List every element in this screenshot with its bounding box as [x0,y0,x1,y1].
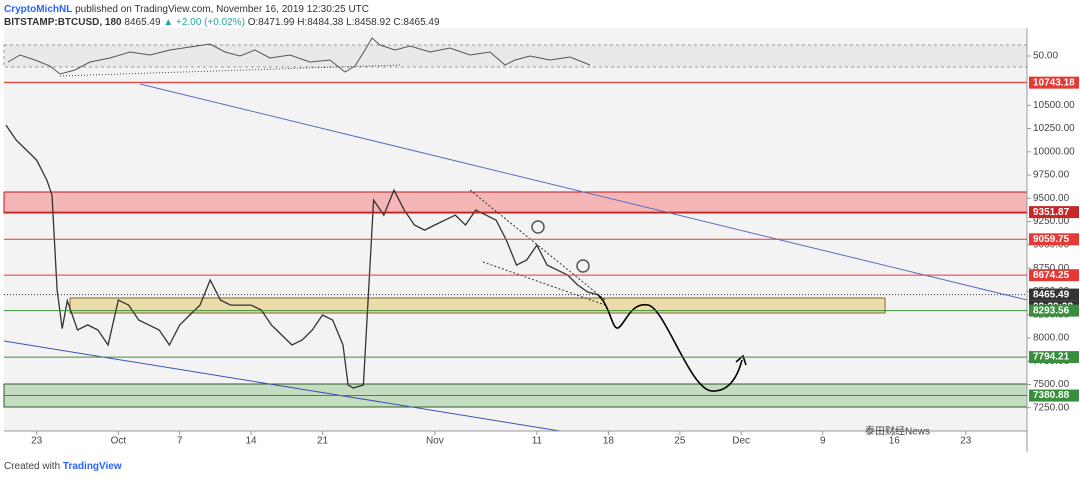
plot-area [4,28,1027,431]
wedge-line [469,189,606,301]
x-tick-label: Dec [732,436,750,447]
level-label-box [1029,76,1079,89]
brand: TradingView [63,461,122,472]
header-line: BITSTAMP:BTCUSD, 180 8465.49 ▲ +2.00 (+0… [4,17,440,28]
y-tick-label: 10250.00 [1033,123,1075,134]
y-tick-label: 9500.00 [1033,193,1070,204]
support-zone [69,297,886,314]
symbol: BITSTAMP:BTCUSD, 180 [4,17,122,28]
level-label-box [1029,206,1079,219]
y-tick-label: 9750.00 [1033,170,1070,181]
x-tick-label: 16 [889,436,901,447]
marker [531,220,545,234]
level-label-box [1029,233,1079,246]
y-tick-label: 8750.00 [1033,263,1070,274]
x-tick-label: 18 [603,436,615,447]
y-tick-label: 9250.00 [1033,216,1070,227]
y-tick-label: 10000.00 [1033,146,1075,157]
change: ▲ +2.00 (+0.02%) [163,17,245,28]
ohlc: O:8471.99 H:8484.38 L:8458.92 C:8465.49 [248,17,440,28]
level-label: 9059.75 [1033,234,1070,245]
x-tick-label: 23 [31,436,43,447]
rsi-line [7,37,591,75]
x-tick-label: Oct [111,436,127,447]
x-tick-label: 23 [960,436,972,447]
x-tick-label: 14 [246,436,258,447]
level-label-box [1029,389,1079,402]
trendline [3,340,561,432]
level-label: 8293.56 [1033,305,1070,316]
last: 8465.49 [124,17,161,28]
created: Created with [4,461,60,472]
x-tick-label: Nov [426,436,444,447]
level-label-box [1029,351,1079,364]
author: CryptoMichNL [4,4,72,15]
trendline [139,83,1028,301]
marker [576,259,590,273]
level-label-box [1029,304,1079,317]
footer: Created with TradingView [4,461,122,472]
y-tick-label: 7250.00 [1033,402,1070,413]
x-tick-label: 21 [317,436,329,447]
rsi-band [3,44,1028,68]
wedge-line [482,261,606,306]
level-label: 8465.49 [1033,289,1070,300]
watermark: 泰田财经News [865,425,930,438]
x-tick-label: 9 [820,436,826,447]
x-tick-label: 25 [674,436,686,447]
header-line: CryptoMichNL published on TradingView.co… [4,4,369,15]
published: published on TradingView.com, November 1… [75,4,369,15]
x-tick-label: 11 [532,436,543,447]
projection-arrow [735,354,747,366]
level-label: 7794.21 [1033,352,1070,363]
x-tick-label: 7 [177,436,183,447]
resistance-zone [3,191,1028,214]
level-label: 8674.25 [1033,270,1070,281]
price-line [5,124,599,389]
level-label-box [1029,288,1079,301]
projection [597,294,743,392]
level-label: 7380.88 [1033,390,1070,401]
level-label-box [1029,269,1079,282]
level-label: 9351.87 [1033,207,1070,218]
level-label: 10743.18 [1033,77,1075,88]
y-tick-label: 10500.00 [1033,100,1075,111]
rsi-tick-label: 50.00 [1033,51,1058,62]
y-tick-label: 7500.00 [1033,379,1070,390]
y-tick-label: 8000.00 [1033,333,1070,344]
